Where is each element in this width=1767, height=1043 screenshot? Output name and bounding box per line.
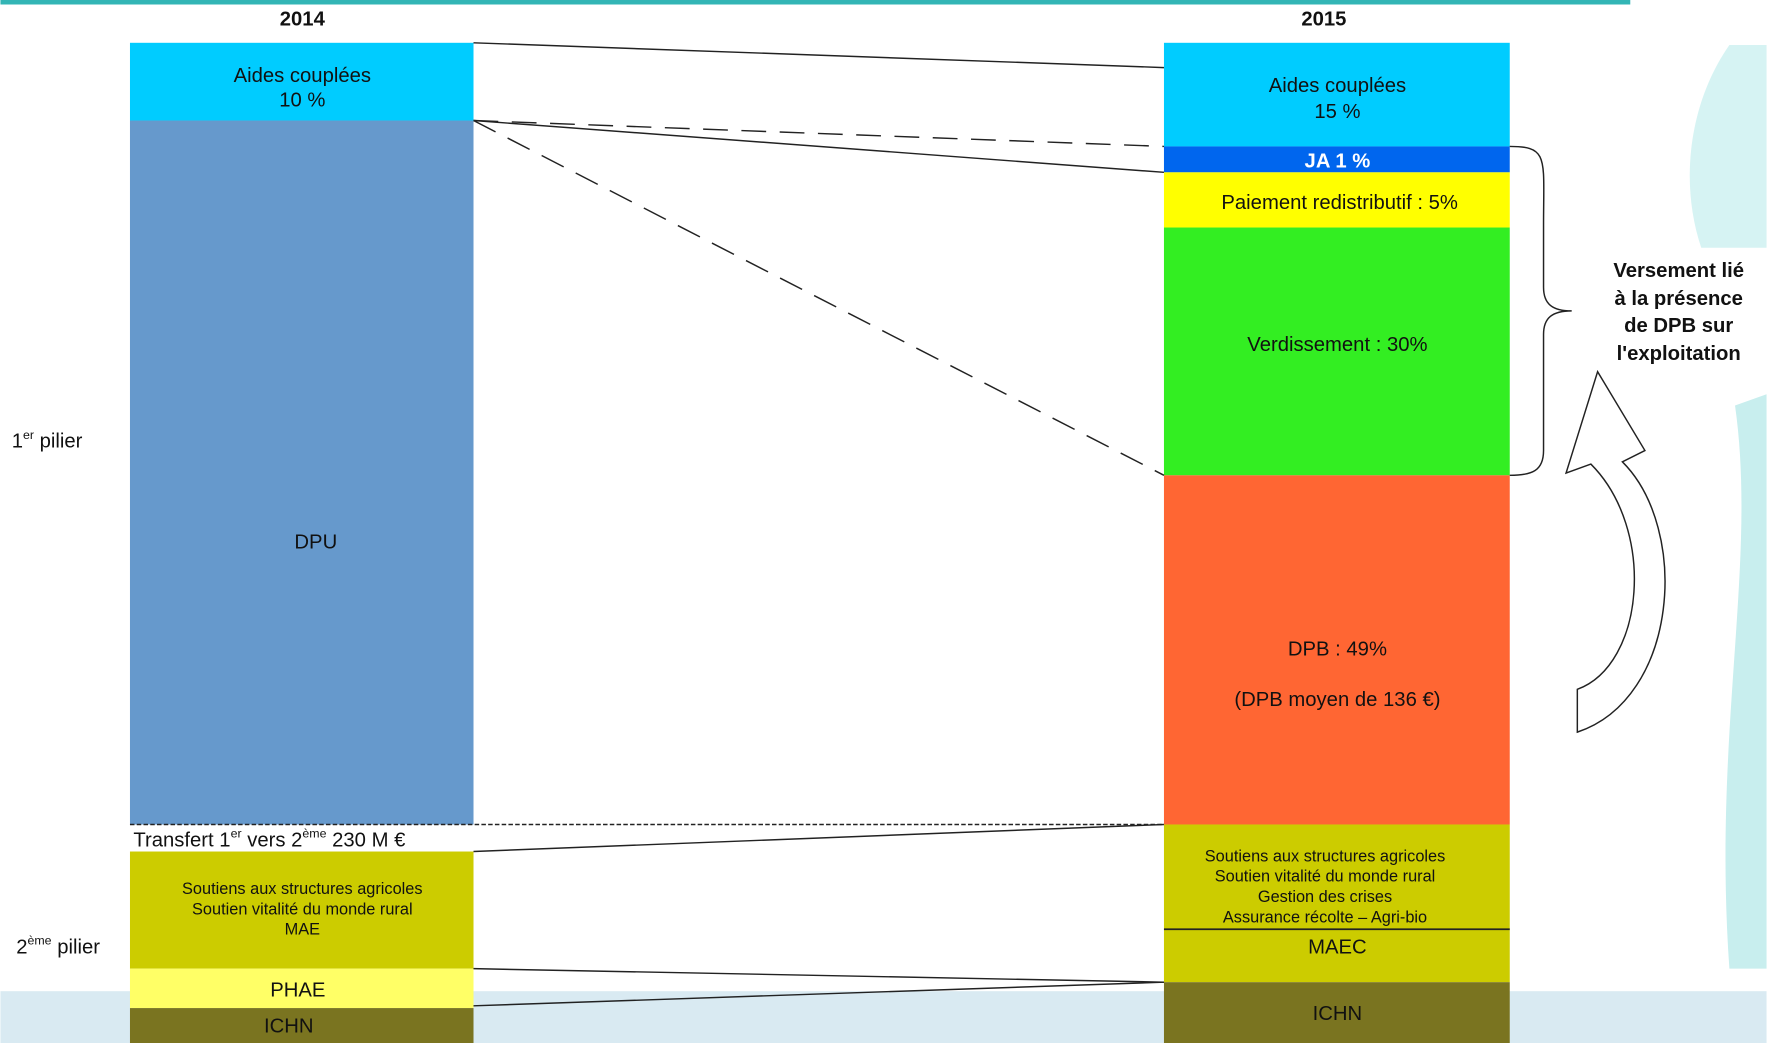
year: 2015 [1301,9,1346,31]
label: JA 1 % [1305,151,1371,173]
t: pilier [52,937,101,959]
block [129,42,474,121]
brace [1509,145,1572,477]
t: 1 [12,431,23,453]
sup: er [231,827,242,841]
label: Soutien vitalité du monde rural [192,900,413,918]
sup: ème [27,934,51,948]
note: de DPB sur [1624,315,1733,337]
note: à la présence [1614,288,1742,310]
connectors [129,42,1666,1007]
block [1163,172,1510,228]
decor [1689,45,1767,248]
t: pilier [34,431,83,453]
label: Aides couplées [1269,75,1406,97]
block [1163,42,1510,147]
label: MAE [285,921,320,939]
sup: er [23,428,34,442]
year: 2014 [280,9,326,31]
connector [473,967,1164,983]
label: Gestion des crises [1258,888,1392,906]
label: Paiement redistributif : 5% [1221,192,1458,214]
label: Soutiens aux structures agricoles [182,880,423,898]
block [1163,475,1510,825]
block [129,968,474,1009]
connector [473,119,1164,148]
t: 230 M € [327,830,406,852]
block [1163,146,1510,173]
note: l'exploitation [1617,343,1741,365]
block [1163,982,1510,1043]
label: Soutien vitalité du monde rural [1215,868,1436,886]
pillar-label: 2ème pilier [16,934,100,959]
block [129,1008,474,1043]
label: Assurance récolte – Agri-bio [1223,908,1427,926]
label: Aides couplées [234,65,371,87]
block [129,120,474,825]
label: 15 % [1314,101,1360,123]
note: Versement lié [1613,260,1744,282]
connector [473,42,1164,69]
label: ICHN [264,1016,314,1038]
sup: ème [302,827,326,841]
block [1163,824,1510,983]
pillar-label: 1er pilier [12,428,83,453]
label: Verdissement : 30% [1247,334,1427,356]
t: Transfert 1 [133,830,230,852]
label: Transfert 1er vers 2ème 230 M € [133,827,405,852]
label: 10 % [279,90,325,112]
label: DPU [294,531,337,553]
connector [473,119,1165,174]
block [1163,227,1510,476]
label: (DPB moyen de 136 €) [1234,689,1440,711]
label: Soutiens aux structures agricoles [1205,847,1446,865]
label: DPB : 49% [1288,638,1387,660]
label: PHAE [270,980,325,1002]
label: MAEC [1308,937,1367,959]
label: ICHN [1313,1003,1363,1025]
connector [473,119,1165,476]
connector [473,823,1164,853]
decor [1725,394,1767,969]
t: vers 2 [242,830,303,852]
t: 2 [16,937,27,959]
arrow [1564,369,1666,734]
connector [473,981,1164,1007]
block [129,851,474,969]
top-bar [0,0,1631,5]
